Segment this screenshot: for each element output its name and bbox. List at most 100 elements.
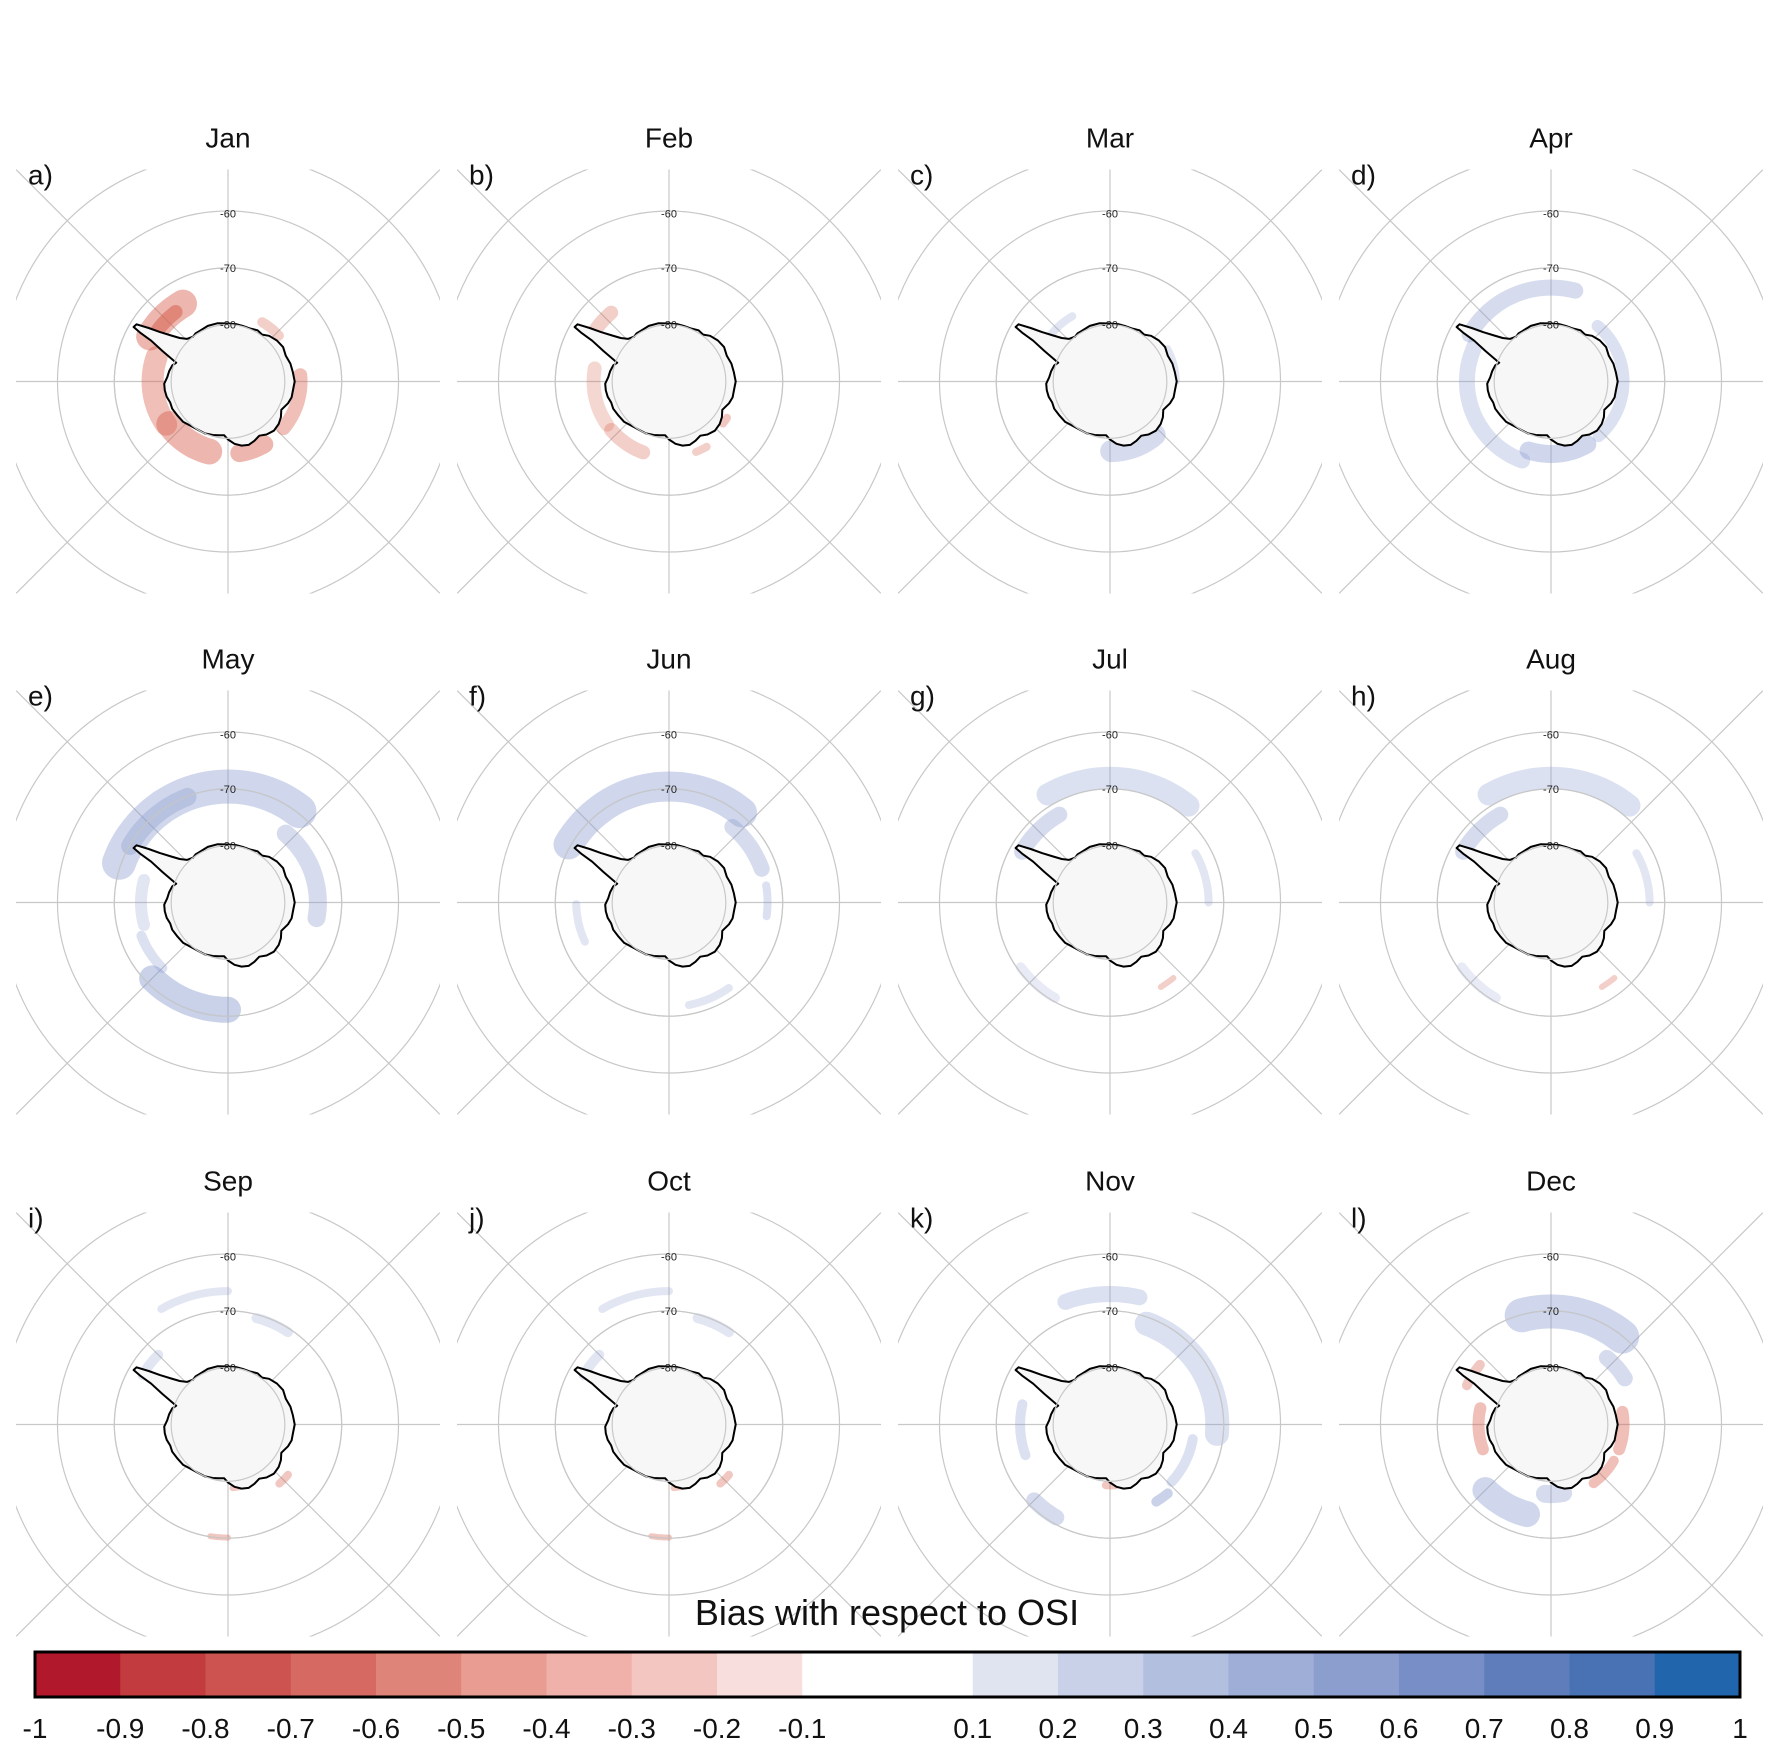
colorbar-tick-label: -0.1 <box>778 1713 826 1744</box>
meridian-line <box>709 422 881 594</box>
colorbar-cell <box>631 1652 718 1697</box>
graticule-circle <box>1052 845 1168 960</box>
meridian-line <box>457 1465 629 1637</box>
meridian-line <box>1150 943 1322 1115</box>
meridian-line <box>1339 422 1511 594</box>
meridian-line <box>709 1465 881 1637</box>
latitude-label: -60 <box>220 208 236 220</box>
latitude-label: -80 <box>1102 841 1118 853</box>
bias-patch <box>1036 766 1200 817</box>
latitude-label: -60 <box>1102 208 1118 220</box>
bias-patch <box>121 787 197 855</box>
graticule-circle <box>1493 845 1609 960</box>
meridian-line <box>1150 169 1322 341</box>
bias-patch <box>1588 1455 1619 1489</box>
map-panel-may: -60 -70 -80 May e) <box>16 644 440 1115</box>
colorbar-cell <box>717 1652 803 1697</box>
meridian-line <box>16 1465 188 1637</box>
panel-tag: b) <box>469 160 494 191</box>
bias-patch <box>1613 1405 1630 1456</box>
bias-patch <box>718 413 731 428</box>
meridian-line <box>16 943 188 1115</box>
graticule-circle <box>554 788 784 1017</box>
latitude-label: -70 <box>661 263 677 275</box>
bias-patch <box>134 874 150 931</box>
bias-patch <box>207 1533 231 1541</box>
colorbar-tick-label: 0.8 <box>1550 1713 1589 1744</box>
bias-patch <box>251 1313 293 1338</box>
colorbar-cell <box>1399 1652 1485 1697</box>
bias-patch <box>102 769 317 880</box>
meridian-line <box>268 1465 440 1637</box>
bias-patch <box>692 442 711 456</box>
bias-patch <box>1477 766 1641 817</box>
bias-patch <box>1455 806 1509 860</box>
panel-tag: k) <box>910 1203 933 1234</box>
meridian-line <box>268 1212 440 1384</box>
latitude-label: -80 <box>1543 320 1559 332</box>
latitude-label: -60 <box>220 729 236 741</box>
bias-patch <box>149 305 183 339</box>
meridian-line <box>457 169 629 341</box>
graticule-circle <box>170 845 286 960</box>
meridian-line <box>1591 1465 1763 1637</box>
bias-patch <box>1472 1477 1540 1528</box>
panel-title: Mar <box>1086 123 1134 154</box>
meridian-line <box>1591 690 1763 862</box>
meridian-line <box>268 422 440 594</box>
latitude-label: -70 <box>1543 784 1559 796</box>
antarctica-coastline <box>573 1365 737 1490</box>
colorbar-cell <box>35 1652 121 1697</box>
panel-tag: d) <box>1351 160 1376 191</box>
latitude-label: -80 <box>661 841 677 853</box>
graticule-circle <box>995 1310 1225 1539</box>
colorbar-tick-label: 0.7 <box>1465 1713 1504 1744</box>
panel-tag: l) <box>1351 1203 1367 1234</box>
bias-patch <box>598 1287 673 1313</box>
colorbar-tick-label: 0.4 <box>1209 1713 1248 1744</box>
bias-patch <box>1461 279 1584 343</box>
panel-title: May <box>202 644 255 675</box>
map-panel-jul: -60 -70 -80 Jul g) <box>898 644 1322 1115</box>
latitude-label: -80 <box>220 320 236 332</box>
map-panel-feb: -60 -70 -80 Feb b) <box>457 123 881 594</box>
colorbar-tick-label: -0.6 <box>352 1713 400 1744</box>
antarctica-coastline <box>1014 322 1178 447</box>
latitude-label: -70 <box>1543 1306 1559 1318</box>
graticule-circle <box>1052 324 1168 439</box>
colorbar-cell <box>887 1652 974 1697</box>
meridian-line <box>1339 169 1511 341</box>
bias-patch <box>1166 1434 1198 1487</box>
latitude-label: -70 <box>1102 263 1118 275</box>
meridian-line <box>1339 943 1511 1115</box>
latitude-label: -80 <box>1102 320 1118 332</box>
antarctica-coastline <box>1014 843 1178 968</box>
graticule-circle <box>611 845 727 960</box>
colorbar-tick-label: 1 <box>1732 1713 1748 1744</box>
bias-patch <box>724 819 770 877</box>
bias-patch <box>588 305 619 337</box>
latitude-label: -70 <box>220 784 236 796</box>
bias-patch <box>1504 1294 1640 1354</box>
graticule-circle <box>1436 267 1666 496</box>
colorbar-cell <box>120 1652 206 1697</box>
antarctica-coastline <box>132 843 296 968</box>
graticule-circle <box>995 788 1225 1017</box>
colorbar-tick-labels: -1 -0.9 -0.8 -0.7 -0.6 -0.5 -0.4 -0.3 -0.2 -0.1 0.… <box>23 1713 1748 1744</box>
map-panel-mar: -60 -70 -80 Mar c) <box>898 123 1322 594</box>
map-panel-aug: -60 -70 -80 Aug h) <box>1339 644 1763 1115</box>
meridian-line <box>1591 943 1763 1115</box>
panel-tag: f) <box>469 681 486 712</box>
colorbar-cell <box>1313 1652 1400 1697</box>
bias-patch <box>553 771 757 860</box>
antarctica-coastline <box>132 1365 296 1490</box>
colorbar-cell <box>1484 1652 1570 1697</box>
colorbar-tick-label: -0.8 <box>181 1713 229 1744</box>
colorbar-tick-label: -1 <box>23 1713 48 1744</box>
meridian-line <box>1150 690 1322 862</box>
graticule-circle <box>1493 324 1609 439</box>
meridian-line <box>1150 1465 1322 1637</box>
graticule-circle <box>995 267 1225 496</box>
colorbar-tick-label: -0.4 <box>522 1713 570 1744</box>
colorbar-cell <box>1654 1652 1741 1697</box>
